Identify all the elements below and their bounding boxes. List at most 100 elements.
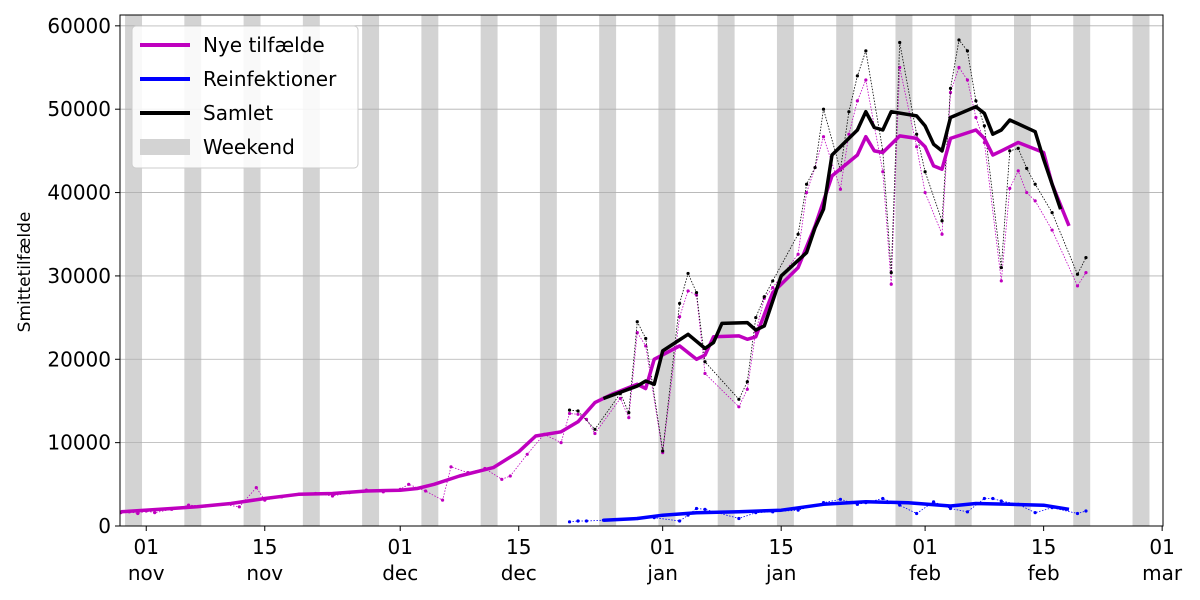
daily-point bbox=[948, 86, 953, 90]
x-tick-label: 01 nov bbox=[127, 535, 165, 585]
daily-point bbox=[957, 38, 961, 42]
daily-point bbox=[754, 315, 758, 320]
daily-point bbox=[923, 190, 927, 195]
daily-point bbox=[694, 290, 699, 295]
daily-point bbox=[923, 170, 927, 174]
daily-point bbox=[915, 132, 919, 136]
daily-point bbox=[974, 99, 978, 103]
daily-point bbox=[965, 49, 970, 53]
daily-point bbox=[804, 190, 809, 195]
daily-point bbox=[694, 506, 699, 511]
legend-label: Samlet bbox=[203, 101, 273, 125]
y-axis-label: Smittetilfælde bbox=[15, 212, 35, 333]
daily-point bbox=[821, 135, 826, 139]
daily-point bbox=[500, 477, 504, 481]
x-tick-label: 01 jan bbox=[647, 535, 678, 585]
daily-point bbox=[567, 520, 572, 524]
daily-point bbox=[407, 482, 411, 486]
daily-point bbox=[1050, 210, 1054, 215]
y-tick-label: 40000 bbox=[47, 181, 111, 205]
daily-point bbox=[813, 165, 817, 170]
daily-point bbox=[1075, 272, 1080, 276]
daily-point bbox=[584, 519, 589, 523]
daily-point bbox=[957, 65, 961, 70]
daily-point bbox=[948, 506, 953, 511]
daily-point bbox=[424, 489, 428, 493]
daily-point bbox=[136, 511, 140, 516]
series-line bbox=[602, 104, 1063, 401]
daily-point bbox=[737, 405, 741, 409]
daily-point bbox=[440, 498, 445, 502]
daily-point bbox=[771, 285, 775, 290]
daily-point bbox=[915, 511, 919, 516]
weekend-band bbox=[480, 15, 498, 526]
legend-label: Weekend bbox=[203, 135, 295, 159]
daily-point bbox=[771, 279, 775, 283]
daily-point bbox=[855, 74, 859, 78]
daily-point bbox=[677, 519, 682, 523]
daily-point bbox=[838, 187, 843, 191]
daily-point bbox=[821, 107, 826, 111]
daily-point bbox=[991, 496, 995, 501]
daily-point bbox=[677, 315, 682, 319]
daily-point bbox=[881, 496, 885, 501]
daily-point bbox=[1084, 509, 1088, 513]
weekend-band bbox=[895, 15, 913, 526]
daily-point bbox=[703, 360, 707, 364]
daily-point bbox=[237, 505, 241, 509]
plot-area bbox=[120, 15, 1163, 526]
daily-point bbox=[618, 396, 622, 401]
legend-swatch bbox=[140, 139, 190, 155]
daily-point bbox=[1075, 284, 1080, 288]
daily-point bbox=[999, 279, 1003, 283]
daily-point bbox=[584, 417, 589, 421]
weekend-band bbox=[362, 15, 380, 526]
daily-point bbox=[737, 397, 741, 401]
daily-point bbox=[982, 496, 986, 501]
daily-point bbox=[804, 182, 809, 186]
daily-point bbox=[965, 510, 970, 514]
daily-point bbox=[576, 519, 580, 523]
x-tick-label: 01 dec bbox=[382, 535, 419, 585]
daily-point bbox=[677, 301, 682, 306]
series-line bbox=[603, 500, 1070, 522]
daily-point bbox=[1075, 511, 1080, 516]
daily-point bbox=[1016, 146, 1020, 150]
legend-box bbox=[131, 25, 359, 169]
x-tick-label: 15 feb bbox=[1027, 535, 1060, 585]
daily-point bbox=[1025, 190, 1029, 195]
x-tick-label: 15 nov bbox=[246, 535, 284, 585]
weekend-band bbox=[539, 15, 557, 526]
daily-point bbox=[644, 344, 648, 348]
series-line bbox=[120, 128, 1071, 514]
plot-frame bbox=[119, 14, 1164, 527]
daily-point bbox=[915, 145, 919, 149]
daily-point bbox=[889, 282, 893, 286]
y-tick-label: 0 bbox=[98, 514, 111, 538]
y-tick-label: 60000 bbox=[47, 14, 111, 38]
daily-point bbox=[745, 380, 749, 384]
weekend-band bbox=[1073, 15, 1091, 526]
daily-point bbox=[576, 409, 580, 413]
daily-point bbox=[898, 503, 902, 507]
daily-point bbox=[796, 252, 800, 256]
daily-point bbox=[999, 499, 1003, 503]
daily-point bbox=[965, 78, 970, 82]
daily-point bbox=[974, 115, 978, 120]
daily-point bbox=[881, 170, 885, 174]
daily-point bbox=[931, 500, 936, 504]
daily-point bbox=[855, 99, 859, 103]
daily-point bbox=[525, 452, 529, 456]
weekend-band bbox=[1132, 15, 1150, 526]
daily-point bbox=[1033, 182, 1037, 186]
daily-point bbox=[635, 320, 639, 324]
weekend-band bbox=[717, 15, 735, 526]
daily-point bbox=[559, 441, 563, 445]
daily-point bbox=[838, 497, 843, 501]
daily-point bbox=[940, 232, 944, 236]
x-tick-label: 01 mar bbox=[1142, 535, 1183, 585]
daily-point bbox=[254, 486, 258, 490]
daily-point bbox=[686, 271, 690, 276]
